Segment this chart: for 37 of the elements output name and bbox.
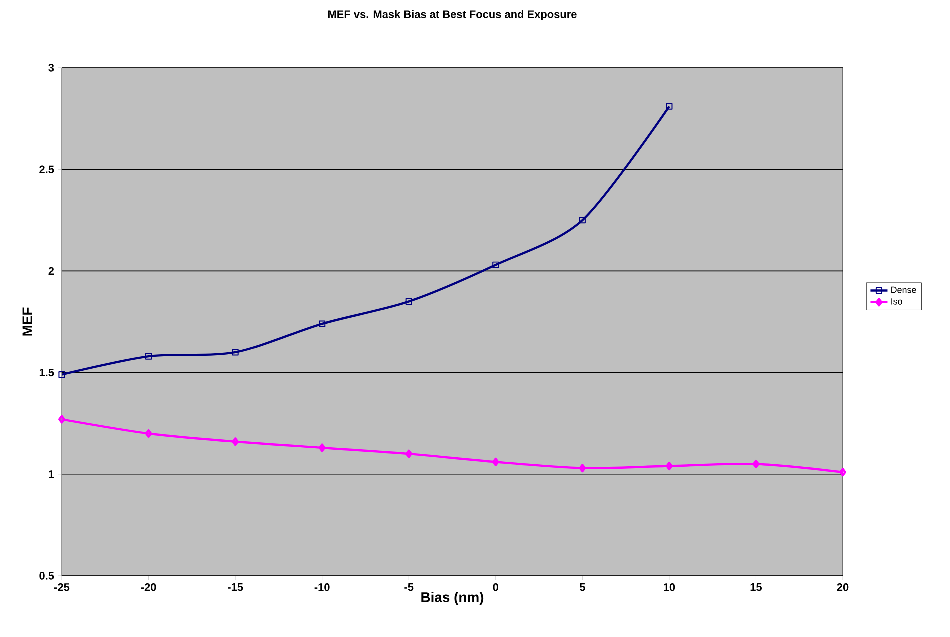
point (318, 444, 326, 452)
point (752, 460, 760, 469)
x-axis-title: Bias (nm) (422, 592, 484, 606)
legend-label: Dense (892, 286, 916, 294)
point (58, 372, 66, 378)
y-tick-label: 1 (49, 470, 54, 478)
x-tick-label: 20 (837, 584, 849, 592)
point (666, 462, 673, 471)
point (666, 103, 673, 110)
x-tick-label: -25 (54, 584, 70, 592)
y-tick-label: 1.5 (40, 368, 54, 377)
x-tick-label: 10 (664, 584, 676, 592)
x-tick-label: -10 (314, 584, 330, 592)
point (145, 353, 152, 360)
x-tick-label: -20 (141, 584, 156, 592)
y-tick-label: 0.5 (40, 572, 54, 580)
y-tick-label: 2.5 (40, 166, 54, 174)
y-tick-label: 2 (48, 267, 54, 276)
legend-label: Iso (892, 298, 902, 305)
x-tick-label: 0 (493, 584, 498, 592)
point (232, 438, 240, 446)
point (406, 450, 413, 458)
x-tick-label: -15 (228, 584, 244, 592)
point (319, 320, 326, 328)
x-tick-label: 5 (580, 584, 586, 592)
y-axis-title: MEF (22, 308, 32, 336)
point (406, 298, 412, 305)
x-tick-label: -5 (404, 584, 414, 592)
point (579, 464, 586, 473)
chart-title: MEF vs. Mask Bias at Best Focus and Exposure (328, 10, 577, 20)
point (492, 262, 500, 268)
point (579, 217, 586, 224)
x-tick-label: 15 (750, 584, 762, 592)
point (145, 429, 152, 438)
point (492, 458, 500, 466)
y-tick-label: 3 (48, 64, 54, 72)
point (232, 349, 239, 356)
